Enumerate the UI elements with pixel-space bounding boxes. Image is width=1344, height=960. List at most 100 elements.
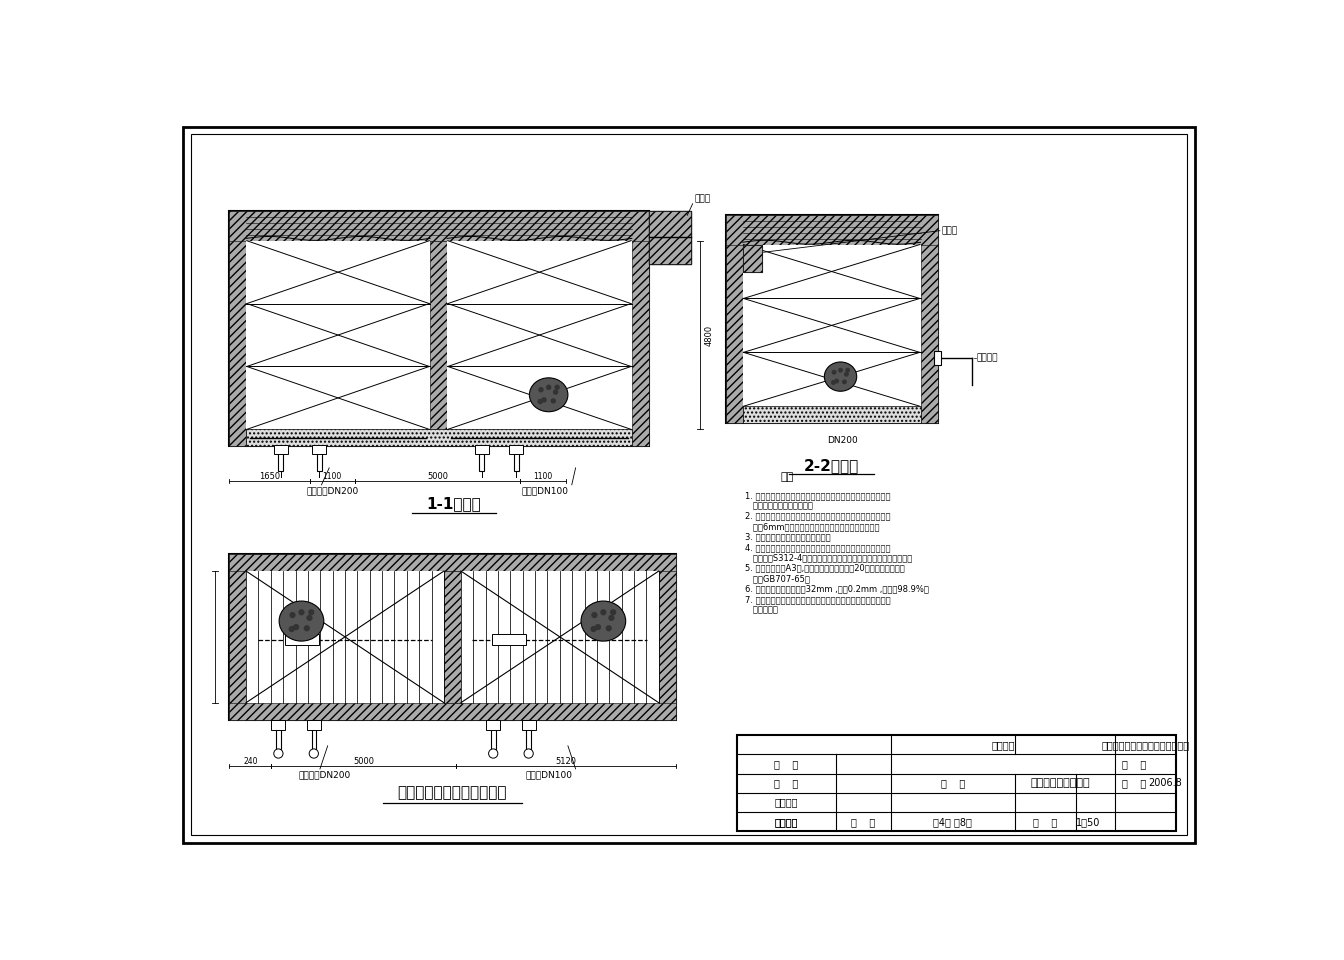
Text: 一级生物接触氧化池平面图: 一级生物接触氧化池平面图 [398, 785, 507, 801]
Bar [474, 444, 489, 454]
Circle shape [289, 627, 294, 632]
Text: 张    次: 张 次 [852, 817, 876, 827]
Bar [492, 634, 527, 645]
Ellipse shape [824, 362, 856, 392]
Circle shape [290, 612, 294, 617]
Circle shape [304, 626, 309, 631]
Bar [513, 446, 519, 471]
Bar [271, 720, 285, 731]
Bar [274, 444, 288, 454]
Bar [921, 215, 938, 423]
Circle shape [843, 380, 847, 384]
Text: 标准图集S312-4型钢性防水套管，大样图和尺寸表见污泥浓缩池。: 标准图集S312-4型钢性防水套管，大样图和尺寸表见污泥浓缩池。 [745, 553, 913, 563]
Bar [228, 554, 246, 720]
Circle shape [294, 625, 298, 630]
Bar [527, 720, 531, 749]
Circle shape [547, 385, 551, 390]
Bar [491, 720, 496, 749]
Text: 日    期: 日 期 [1122, 779, 1146, 788]
Text: 一级生物接触氧化池: 一级生物接触氧化池 [1031, 779, 1090, 788]
Text: 专    业: 专 业 [1122, 759, 1146, 769]
Bar [228, 211, 246, 446]
Bar [632, 211, 649, 446]
Text: 1100: 1100 [534, 471, 552, 481]
Bar [649, 211, 691, 264]
Circle shape [555, 385, 559, 390]
Bar [228, 554, 676, 720]
Bar [726, 215, 938, 423]
Bar [285, 634, 320, 645]
Text: 5000: 5000 [427, 471, 448, 481]
Circle shape [835, 379, 839, 383]
Bar [430, 241, 448, 429]
Text: 1100: 1100 [323, 471, 341, 481]
Bar [934, 350, 941, 365]
Text: 5120: 5120 [555, 756, 577, 766]
Text: 图    名: 图 名 [941, 779, 965, 788]
Bar [312, 720, 316, 749]
Ellipse shape [280, 601, 324, 641]
Bar [312, 444, 327, 454]
Text: 1-1剖面图: 1-1剖面图 [426, 496, 481, 512]
Text: 进水管DN100: 进水管DN100 [521, 487, 569, 495]
Bar [743, 245, 762, 272]
Bar [726, 215, 938, 245]
Bar [228, 703, 676, 720]
Bar [480, 446, 484, 471]
Bar [276, 720, 281, 749]
Bar [246, 429, 632, 446]
Circle shape [274, 749, 284, 758]
Bar [743, 245, 762, 272]
Text: 说明: 说明 [781, 472, 794, 482]
Circle shape [538, 399, 542, 403]
Circle shape [609, 615, 614, 620]
Text: 系    别: 系 别 [774, 759, 798, 769]
Bar [317, 446, 321, 471]
Text: 指导教师: 指导教师 [775, 798, 798, 807]
Bar [461, 571, 659, 703]
Circle shape [524, 749, 534, 758]
Bar [743, 406, 921, 423]
Text: 1：50: 1：50 [1075, 817, 1099, 827]
Text: 厚度6mm，表面先涂樟丹一道，再涂沥青丙遍防腐。: 厚度6mm，表面先涂樟丹一道，再涂沥青丙遍防腐。 [745, 522, 879, 531]
Circle shape [309, 610, 313, 614]
Bar [487, 720, 500, 731]
Text: 油丙遍，再刷沥青漆一遍。: 油丙遍，再刷沥青漆一遍。 [745, 501, 813, 511]
Bar [228, 211, 649, 446]
Text: DN200: DN200 [828, 436, 859, 444]
Ellipse shape [581, 601, 626, 641]
Circle shape [591, 612, 597, 617]
Circle shape [832, 371, 836, 374]
Bar [743, 245, 921, 406]
Text: 6. 池中蜂窝状填料孔径为32mm ,壁厚0.2mm ,孔隙率98.9%。: 6. 池中蜂窝状填料孔径为32mm ,壁厚0.2mm ,孔隙率98.9%。 [745, 585, 929, 593]
Text: 工程名称: 工程名称 [992, 739, 1015, 750]
Text: 2-2剖面图: 2-2剖面图 [804, 458, 859, 473]
Text: 曝气支管DN200: 曝气支管DN200 [298, 771, 351, 780]
Circle shape [309, 749, 319, 758]
Text: 240: 240 [243, 756, 258, 766]
Circle shape [542, 397, 546, 402]
Circle shape [539, 388, 543, 392]
Text: 防水套管: 防水套管 [976, 353, 997, 362]
Text: 学生姓名: 学生姓名 [775, 817, 798, 827]
Text: 2006.8: 2006.8 [1148, 779, 1181, 788]
Ellipse shape [530, 378, 569, 412]
Circle shape [595, 625, 601, 630]
Bar [649, 211, 691, 264]
Bar [228, 211, 649, 241]
Circle shape [489, 749, 497, 758]
Text: 进水管DN100: 进水管DN100 [526, 771, 573, 780]
Text: 4800: 4800 [706, 324, 714, 346]
Text: 1. 一级生物接触氧化池为钢筋混凝土结构，内壁防腐先刷冷底子: 1. 一级生物接触氧化池为钢筋混凝土结构，内壁防腐先刷冷底子 [745, 491, 891, 500]
Circle shape [844, 372, 848, 376]
Bar [659, 554, 676, 720]
Text: 有关图集。: 有关图集。 [745, 606, 778, 614]
Bar [738, 735, 1176, 831]
Text: 5000: 5000 [353, 756, 375, 766]
Circle shape [300, 610, 304, 614]
Circle shape [306, 615, 312, 620]
Bar [306, 720, 321, 731]
Bar [509, 444, 523, 454]
Bar [246, 241, 430, 429]
Text: 班    级: 班 级 [774, 779, 798, 788]
